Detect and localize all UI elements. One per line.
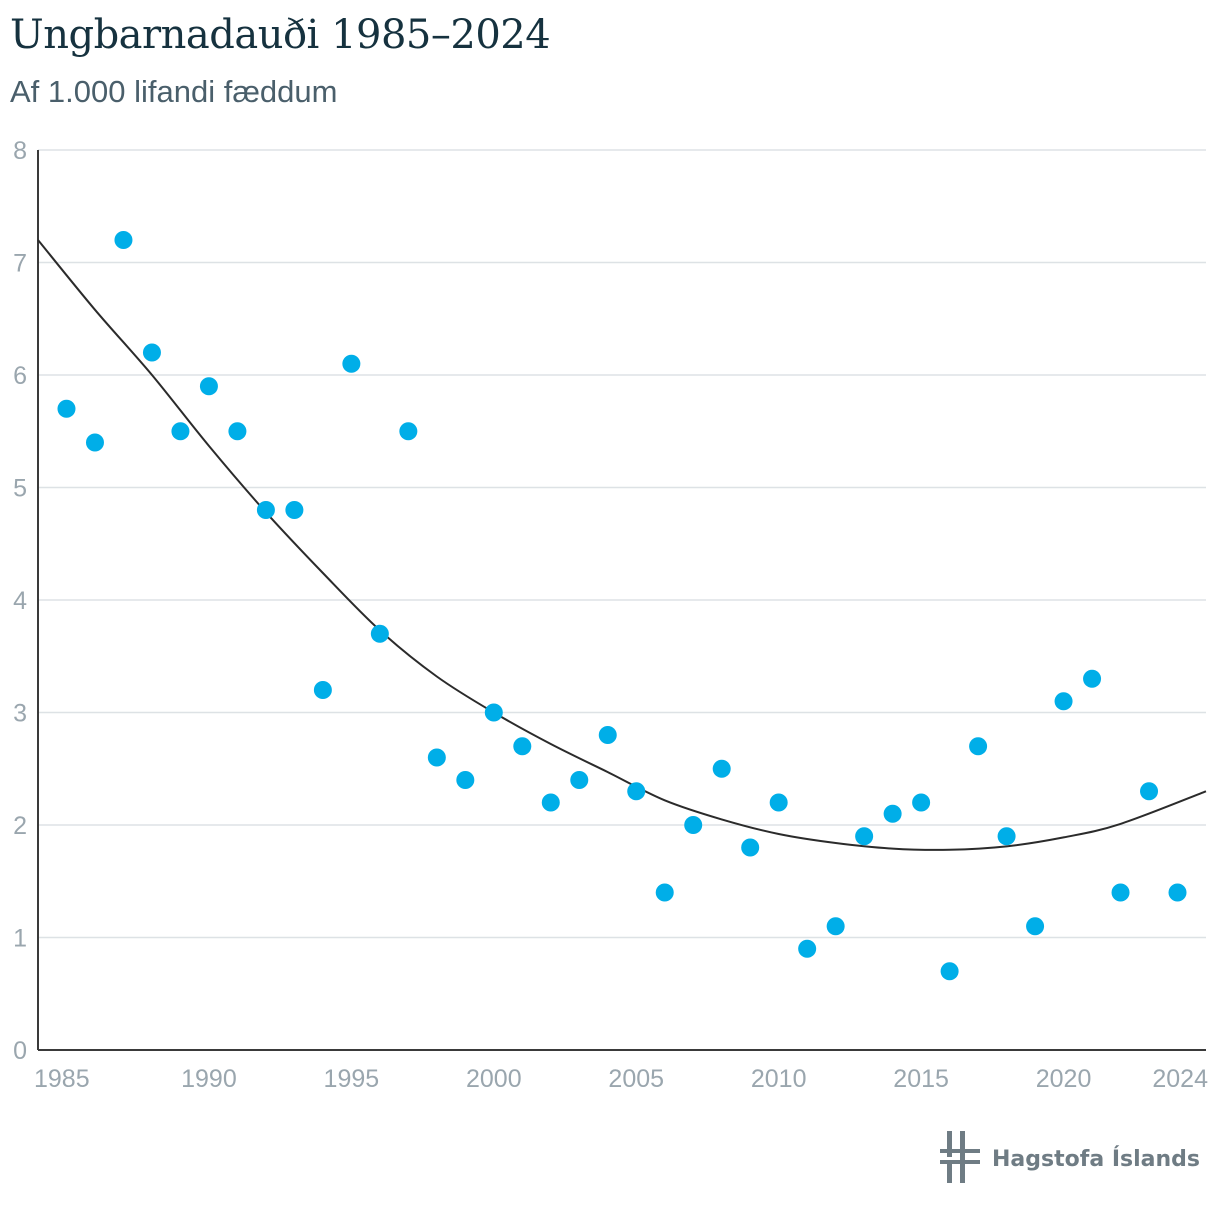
data-point[interactable] bbox=[256, 501, 275, 519]
data-point[interactable] bbox=[513, 737, 532, 756]
y-tick-label: 0 bbox=[13, 1037, 27, 1065]
data-point[interactable] bbox=[940, 962, 959, 981]
data-point[interactable] bbox=[712, 759, 731, 778]
data-point[interactable] bbox=[171, 422, 190, 441]
chart-subtitle: Af 1.000 lifandi fæddum bbox=[10, 74, 338, 109]
hagstofa-logo-icon bbox=[940, 1131, 981, 1188]
data-point[interactable] bbox=[1083, 669, 1102, 688]
data-point[interactable] bbox=[142, 343, 161, 362]
data-point[interactable] bbox=[399, 422, 418, 441]
data-point[interactable] bbox=[342, 354, 361, 373]
y-axis-ticks: 0 1 2 3 4 5 6 7 8 bbox=[13, 137, 27, 1065]
y-tick-label: 6 bbox=[13, 362, 27, 390]
x-tick-label: 1990 bbox=[181, 1065, 237, 1093]
hagstofa-logo: Hagstofa Íslands bbox=[940, 1131, 1200, 1188]
data-point[interactable] bbox=[228, 422, 247, 441]
data-point[interactable] bbox=[1054, 692, 1073, 711]
data-point[interactable] bbox=[1026, 917, 1045, 936]
chart-title: Ungbarnadauði 1985–2024 bbox=[10, 12, 551, 58]
x-tick-label: 2024 bbox=[1152, 1065, 1208, 1093]
data-point[interactable] bbox=[912, 793, 931, 812]
data-point[interactable] bbox=[456, 771, 475, 789]
data-point[interactable] bbox=[427, 748, 446, 767]
y-tick-label: 7 bbox=[13, 250, 27, 278]
data-point[interactable] bbox=[541, 793, 560, 812]
x-tick-label: 1985 bbox=[34, 1065, 90, 1093]
data-point[interactable] bbox=[855, 827, 874, 846]
x-tick-label: 2000 bbox=[466, 1065, 522, 1093]
data-points bbox=[57, 231, 1187, 981]
data-point[interactable] bbox=[997, 827, 1016, 846]
data-point[interactable] bbox=[1140, 782, 1159, 801]
data-point[interactable] bbox=[484, 703, 503, 722]
grid-lines bbox=[38, 149, 1206, 939]
data-point[interactable] bbox=[57, 399, 76, 418]
data-point[interactable] bbox=[741, 838, 760, 857]
data-point[interactable] bbox=[627, 782, 646, 801]
x-tick-label: 1995 bbox=[324, 1065, 380, 1093]
data-point[interactable] bbox=[969, 737, 988, 756]
data-point[interactable] bbox=[370, 624, 389, 643]
data-point[interactable] bbox=[798, 939, 817, 958]
data-point[interactable] bbox=[769, 793, 788, 812]
x-tick-label: 2015 bbox=[893, 1065, 949, 1093]
data-point[interactable] bbox=[114, 231, 133, 249]
y-tick-label: 2 bbox=[13, 812, 27, 840]
data-point[interactable] bbox=[285, 501, 304, 519]
y-tick-label: 8 bbox=[13, 137, 27, 165]
hagstofa-logo-text: Hagstofa Íslands bbox=[992, 1147, 1200, 1172]
x-axis-ticks: 1985 1990 1995 2000 2005 2010 2015 2020 2024 bbox=[34, 1065, 1208, 1093]
data-point[interactable] bbox=[570, 771, 589, 789]
y-tick-label: 4 bbox=[13, 587, 27, 615]
data-point[interactable] bbox=[1168, 883, 1187, 902]
y-tick-label: 5 bbox=[13, 475, 27, 503]
data-point[interactable] bbox=[883, 804, 902, 823]
trend-line bbox=[37, 239, 1207, 851]
data-point[interactable] bbox=[199, 377, 218, 396]
x-tick-label: 2010 bbox=[751, 1065, 807, 1093]
data-point[interactable] bbox=[1111, 883, 1130, 902]
data-point[interactable] bbox=[684, 816, 703, 834]
data-point[interactable] bbox=[85, 433, 104, 452]
data-point[interactable] bbox=[655, 883, 674, 902]
y-tick-label: 3 bbox=[13, 700, 27, 728]
x-tick-label: 2005 bbox=[608, 1065, 664, 1093]
y-tick-label: 1 bbox=[13, 925, 27, 953]
data-point[interactable] bbox=[313, 681, 332, 699]
data-point[interactable] bbox=[598, 726, 617, 744]
x-tick-label: 2020 bbox=[1036, 1065, 1092, 1093]
data-point[interactable] bbox=[826, 917, 845, 936]
